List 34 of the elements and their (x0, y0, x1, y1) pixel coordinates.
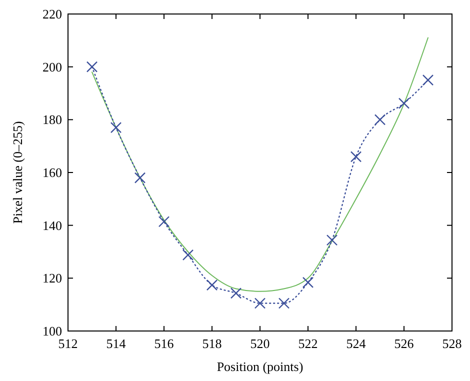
y-tick-label: 160 (42, 165, 62, 180)
point (398, 98, 410, 109)
line-series (92, 37, 428, 292)
point (206, 279, 218, 291)
x-tick-label: 514 (106, 336, 126, 351)
x-tick-label: 520 (250, 336, 270, 351)
y-tick-label: 100 (42, 324, 62, 339)
y-tick-label: 180 (42, 112, 62, 128)
point (254, 298, 266, 309)
x-tick-label: 518 (202, 336, 222, 351)
point (134, 172, 146, 184)
point (350, 151, 362, 162)
point (230, 288, 242, 299)
point (302, 276, 314, 288)
x-tick-label: 522 (298, 336, 318, 351)
x-tick-label: 526 (394, 336, 414, 351)
point (86, 61, 98, 72)
y-tick-label: 220 (42, 6, 62, 22)
point (278, 298, 290, 309)
x-tick-label: 516 (154, 336, 174, 351)
point (374, 114, 386, 126)
y-tick-label: 140 (42, 218, 62, 233)
y-tick-label: 200 (42, 59, 62, 74)
x-tick-label: 512 (58, 336, 78, 351)
x-axis-title: Position (points) (216, 359, 304, 374)
x-tick-label: 528 (442, 336, 462, 351)
point (110, 122, 122, 134)
y-tick-label: 120 (42, 270, 62, 286)
point (422, 74, 434, 86)
point (158, 216, 170, 228)
point (326, 234, 338, 246)
x-tick-label: 524 (346, 336, 366, 351)
point (182, 249, 194, 261)
y-axis-title: Pixel value (0–255) (10, 121, 25, 224)
